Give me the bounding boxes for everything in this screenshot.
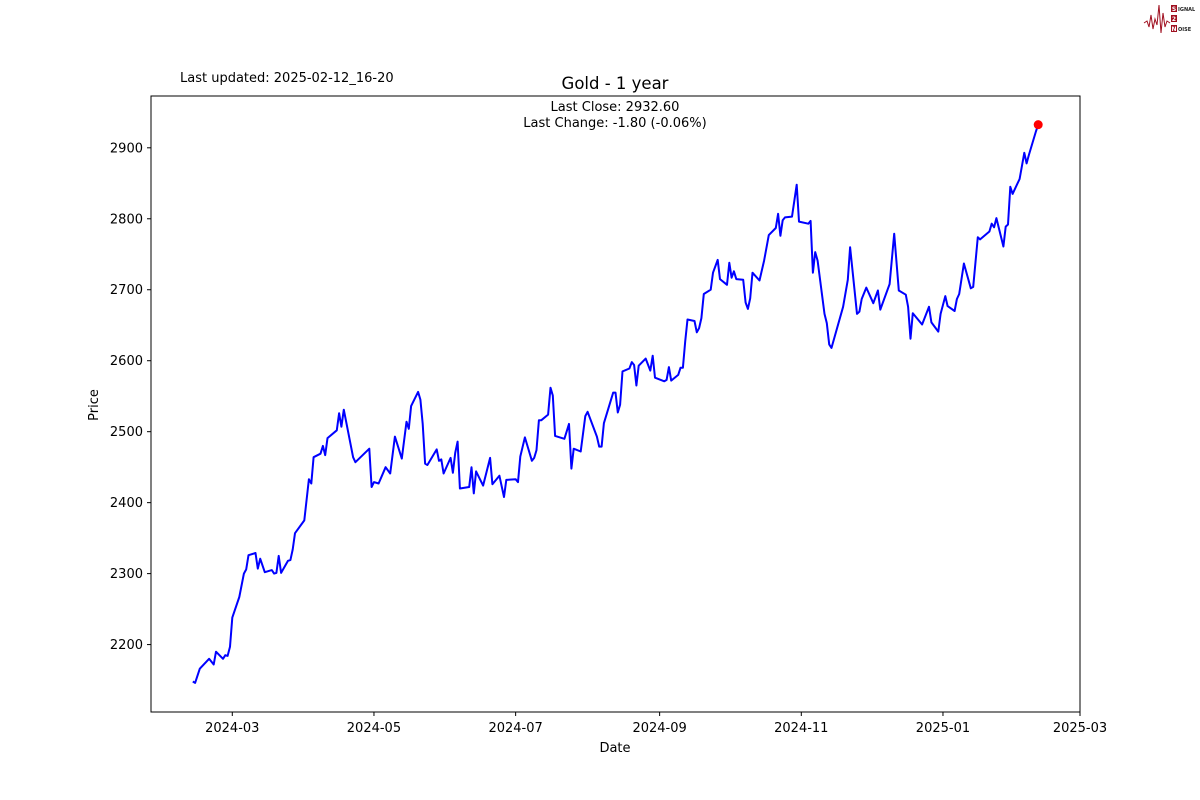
x-tick-label: 2024-07 bbox=[488, 721, 542, 736]
y-axis-label: Price bbox=[87, 389, 102, 421]
y-tick-label: 2700 bbox=[110, 283, 143, 298]
y-tick-label: 2300 bbox=[110, 567, 143, 582]
last-change-annotation: Last Change: -1.80 (-0.06%) bbox=[523, 116, 706, 131]
x-tick-label: 2025-01 bbox=[916, 721, 970, 736]
y-tick-label: 2900 bbox=[110, 141, 143, 156]
waveform-icon bbox=[1143, 4, 1171, 34]
y-tick-label: 2800 bbox=[110, 212, 143, 227]
y-tick-label: 2500 bbox=[110, 425, 143, 440]
x-tick-label: 2024-09 bbox=[632, 721, 686, 736]
price-series-line bbox=[192, 124, 1040, 684]
y-tick-label: 2200 bbox=[110, 638, 143, 653]
x-tick-label: 2024-03 bbox=[205, 721, 259, 736]
svg-text:OISE: OISE bbox=[1178, 27, 1192, 33]
svg-text:S: S bbox=[1172, 6, 1176, 13]
plot-frame bbox=[150, 95, 1081, 713]
x-axis-label: Date bbox=[599, 741, 630, 756]
last-close-annotation: Last Close: 2932.60 bbox=[551, 100, 680, 115]
y-tick-label: 2600 bbox=[110, 354, 143, 369]
last-close-marker bbox=[1033, 120, 1043, 130]
chart-title: Gold - 1 year bbox=[562, 74, 669, 93]
x-tick-label: 2024-05 bbox=[347, 721, 401, 736]
y-tick-label: 2400 bbox=[110, 496, 143, 511]
signal-2-noise-logo: S IGNAL 2 N OISE bbox=[1143, 4, 1195, 34]
x-tick-label: 2025-03 bbox=[1053, 721, 1107, 736]
svg-text:2: 2 bbox=[1172, 16, 1176, 23]
x-tick-label: 2024-11 bbox=[774, 721, 828, 736]
svg-text:N: N bbox=[1171, 26, 1176, 33]
svg-text:IGNAL: IGNAL bbox=[1178, 7, 1195, 13]
last-updated-text: Last updated: 2025-02-12_16-20 bbox=[180, 71, 394, 86]
